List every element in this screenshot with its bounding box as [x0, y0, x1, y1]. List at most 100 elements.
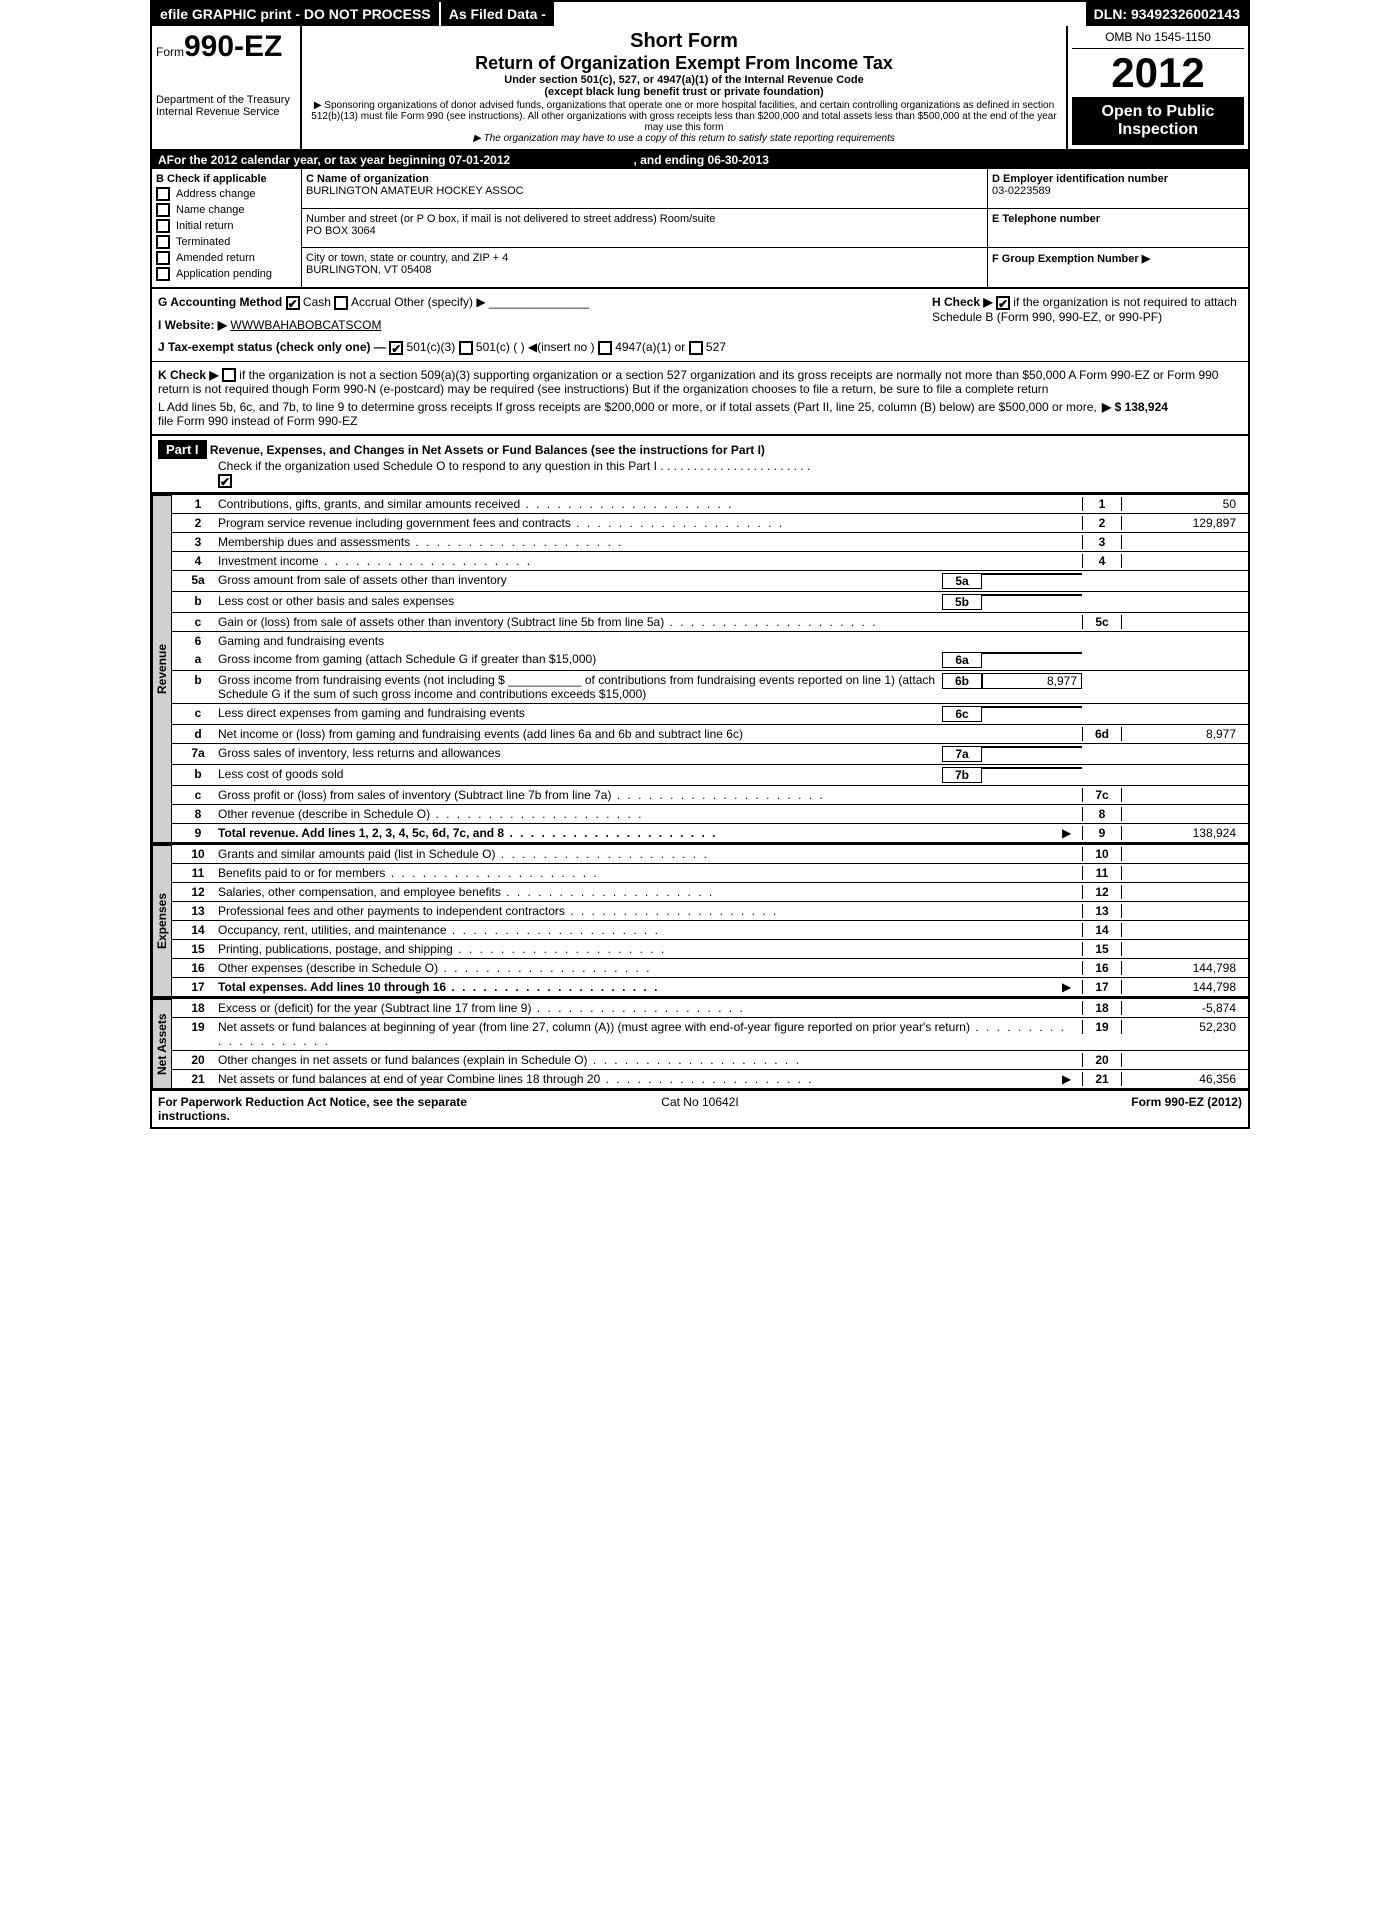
- other-label: Other (specify) ▶: [394, 295, 485, 309]
- short-form-title: Short Form: [306, 30, 1062, 53]
- ln-desc: Other changes in net assets or fund bala…: [218, 1053, 1082, 1067]
- line-7a: 7aGross sales of inventory, less returns…: [172, 744, 1248, 765]
- form-number: Form990-EZ: [156, 30, 296, 64]
- line-15: 15Printing, publications, postage, and s…: [172, 940, 1248, 959]
- ln-rno: 21: [1082, 1072, 1122, 1086]
- efile-label: efile GRAPHIC print - DO NOT PROCESS: [152, 2, 441, 26]
- cb-label: Application pending: [176, 268, 272, 280]
- ln-mno: 5b: [942, 594, 982, 610]
- checkbox-527[interactable]: [689, 341, 703, 355]
- ln-rno: 15: [1082, 942, 1122, 956]
- ln-desc: Gross income from fundraising events (no…: [218, 673, 942, 701]
- footer-right: Form 990-EZ (2012): [881, 1095, 1242, 1123]
- j1: 501(c)(3): [407, 340, 456, 354]
- line-3: 3Membership dues and assessments3: [172, 533, 1248, 552]
- col-de: D Employer identification number 03-0223…: [988, 169, 1248, 287]
- checkbox-icon: [156, 203, 170, 217]
- street-block: Number and street (or P O box, if mail i…: [302, 209, 987, 249]
- open-line1: Open to Public: [1078, 103, 1238, 121]
- ln-mno: 6c: [942, 706, 982, 722]
- ln-desc: Gross income from gaming (attach Schedul…: [218, 652, 942, 666]
- ln-desc: Net income or (loss) from gaming and fun…: [218, 727, 1082, 741]
- checkbox-h[interactable]: ✔: [996, 296, 1010, 310]
- ln-mval: [982, 706, 1082, 708]
- cb-pending[interactable]: Application pending: [156, 267, 297, 281]
- cb-name[interactable]: Name change: [156, 203, 297, 217]
- ln-rno: 11: [1082, 866, 1122, 880]
- ln-desc: Professional fees and other payments to …: [218, 904, 1082, 918]
- ln-rno: 5c: [1082, 615, 1122, 629]
- checkbox-4947[interactable]: [598, 341, 612, 355]
- ln-rno: 18: [1082, 1001, 1122, 1015]
- line-j: J Tax-exempt status (check only one) — ✔…: [158, 340, 922, 355]
- j2: 501(c) ( ) ◀(insert no ): [476, 340, 595, 354]
- ln-desc: Total revenue. Add lines 1, 2, 3, 4, 5c,…: [218, 826, 1062, 840]
- org-name: BURLINGTON AMATEUR HOCKEY ASSOC: [306, 185, 524, 197]
- col-c: C Name of organization BURLINGTON AMATEU…: [302, 169, 988, 287]
- line-9: 9 Total revenue. Add lines 1, 2, 3, 4, 5c…: [172, 824, 1248, 843]
- ln-no: b: [178, 673, 218, 687]
- part1-check-text: Check if the organization used Schedule …: [218, 459, 657, 473]
- checkbox-accrual[interactable]: [334, 296, 348, 310]
- ln-rno: 9: [1082, 826, 1122, 840]
- checkbox-k[interactable]: [222, 368, 236, 382]
- dln-label: DLN: 93492326002143: [1086, 2, 1248, 26]
- ln-desc: Less direct expenses from gaming and fun…: [218, 706, 942, 720]
- ln-rno: 12: [1082, 885, 1122, 899]
- open-public: Open to Public Inspection: [1072, 97, 1244, 145]
- checkbox-501c[interactable]: [459, 341, 473, 355]
- col-b: B Check if applicable Address change Nam…: [152, 169, 302, 287]
- ln-mval: [982, 652, 1082, 654]
- cb-label: Name change: [176, 204, 245, 216]
- line-21: 21Net assets or fund balances at end of …: [172, 1070, 1248, 1089]
- ln-no: 13: [178, 904, 218, 918]
- ln-val: 50: [1122, 497, 1242, 511]
- checkbox-501c3[interactable]: ✔: [389, 341, 403, 355]
- line-17: 17Total expenses. Add lines 10 through 1…: [172, 978, 1248, 997]
- line-8: 8Other revenue (describe in Schedule O)8: [172, 805, 1248, 824]
- line-2: 2Program service revenue including gover…: [172, 514, 1248, 533]
- line-5c: cGain or (loss) from sale of assets othe…: [172, 613, 1248, 632]
- ln-desc: Net assets or fund balances at beginning…: [218, 1020, 1082, 1048]
- ln-val: 46,356: [1122, 1072, 1242, 1086]
- line-18: 18Excess or (deficit) for the year (Subt…: [172, 999, 1248, 1018]
- cb-address[interactable]: Address change: [156, 187, 297, 201]
- ghij-block: G Accounting Method ✔ Cash Accrual Other…: [152, 289, 1248, 362]
- cash-label: Cash: [303, 295, 331, 309]
- ln-no: 8: [178, 807, 218, 821]
- line-g: G Accounting Method ✔ Cash Accrual Other…: [158, 295, 922, 310]
- cb-label: Terminated: [176, 236, 230, 248]
- ln-no: 19: [178, 1020, 218, 1034]
- ln-desc: Contributions, gifts, grants, and simila…: [218, 497, 1082, 511]
- ln-desc: Benefits paid to or for members: [218, 866, 1082, 880]
- header-left: Form990-EZ Department of the Treasury In…: [152, 26, 302, 149]
- revenue-section: Revenue 1Contributions, gifts, grants, a…: [152, 493, 1248, 843]
- checkbox-cash[interactable]: ✔: [286, 296, 300, 310]
- line-5b: bLess cost or other basis and sales expe…: [172, 592, 1248, 613]
- tax-year: 2012: [1072, 49, 1244, 97]
- top-bar: efile GRAPHIC print - DO NOT PROCESS As …: [152, 2, 1248, 26]
- header: Form990-EZ Department of the Treasury In…: [152, 26, 1248, 151]
- line-5a: 5aGross amount from sale of assets other…: [172, 571, 1248, 592]
- ln-rno: 4: [1082, 554, 1122, 568]
- cb-terminated[interactable]: Terminated: [156, 235, 297, 249]
- ln-no: 5a: [178, 573, 218, 587]
- ln-rno: 17: [1082, 980, 1122, 994]
- cb-initial[interactable]: Initial return: [156, 219, 297, 233]
- j3: 4947(a)(1) or: [615, 340, 685, 354]
- checkbox-part1[interactable]: ✔: [218, 474, 232, 488]
- revenue-label: Revenue: [152, 495, 172, 843]
- ln-no: 16: [178, 961, 218, 975]
- ln-val: 144,798: [1122, 980, 1242, 994]
- line-11: 11Benefits paid to or for members11: [172, 864, 1248, 883]
- line-4: 4Investment income4: [172, 552, 1248, 571]
- netassets-rows: 18Excess or (deficit) for the year (Subt…: [172, 999, 1248, 1089]
- ln-desc: Membership dues and assessments: [218, 535, 1082, 549]
- ein-label: D Employer identification number: [992, 173, 1168, 185]
- ln-rno: 19: [1082, 1020, 1122, 1034]
- section-bcde: B Check if applicable Address change Nam…: [152, 169, 1248, 289]
- cb-amended[interactable]: Amended return: [156, 251, 297, 265]
- ln-desc: Gain or (loss) from sale of assets other…: [218, 615, 1082, 629]
- checkbox-icon: [156, 187, 170, 201]
- spacer: [556, 2, 1086, 26]
